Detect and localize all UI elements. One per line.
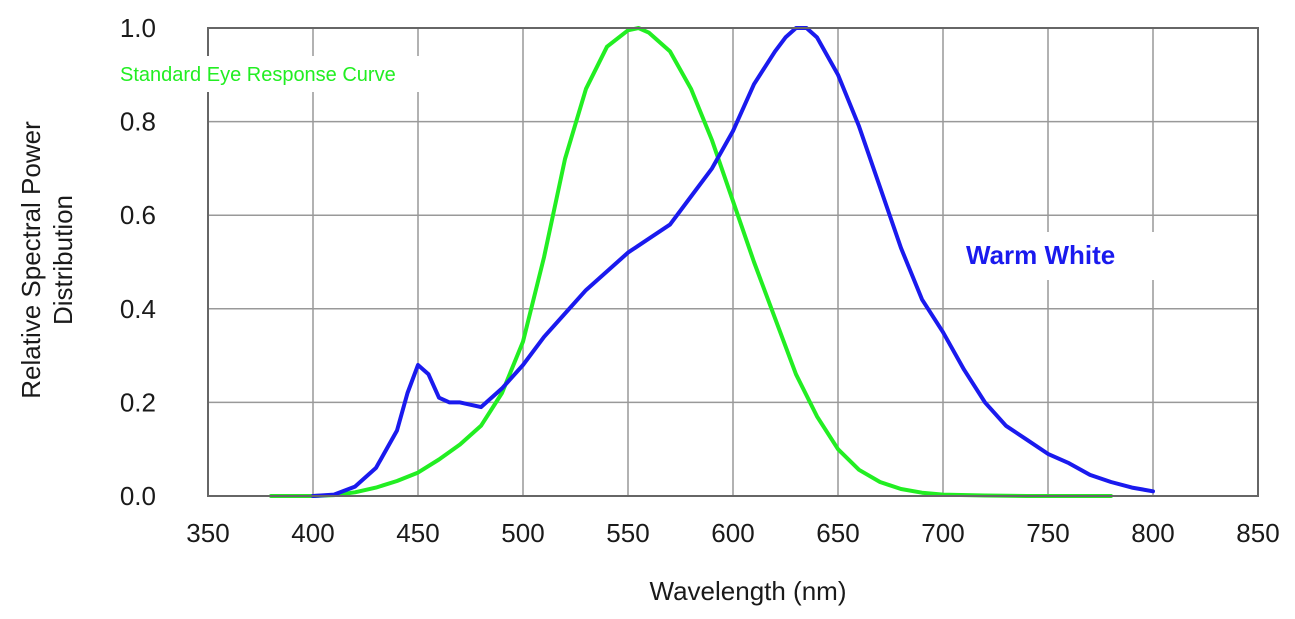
x-tick-label: 450 bbox=[396, 518, 439, 548]
series-line-standard-eye-response bbox=[269, 26, 1113, 498]
x-tick-label: 800 bbox=[1131, 518, 1174, 548]
plot-frame bbox=[207, 27, 1259, 497]
x-tick-label: 600 bbox=[711, 518, 754, 548]
y-tick-label: 0.4 bbox=[120, 294, 156, 324]
y-tick-label: 0.0 bbox=[120, 481, 156, 511]
annotation-standard-eye-response-curve: Standard Eye Response Curve bbox=[120, 64, 396, 86]
tick-labels: 350 400 450 500 550 600 650 700 750 800 850 0.0 0.2 0… bbox=[120, 13, 1280, 548]
annotation-warm-white: Warm White bbox=[966, 240, 1115, 270]
x-tick-label: 550 bbox=[606, 518, 649, 548]
y-tick-label: 0.6 bbox=[120, 200, 156, 230]
y-axis-title-line-2: Distribution bbox=[48, 195, 78, 325]
y-tick-label: 0.2 bbox=[120, 387, 156, 417]
annotation-green-background bbox=[112, 56, 514, 92]
x-tick-label: 650 bbox=[816, 518, 859, 548]
x-tick-label: 500 bbox=[501, 518, 544, 548]
y-tick-label: 1.0 bbox=[120, 13, 156, 43]
y-axis-title-line-1: Relative Spectral Power bbox=[16, 121, 46, 399]
annotation-blue-background bbox=[952, 232, 1177, 280]
x-tick-label: 850 bbox=[1236, 518, 1279, 548]
y-tick-label: 0.8 bbox=[120, 107, 156, 137]
series-line-warm-white bbox=[311, 26, 1155, 498]
x-tick-label: 700 bbox=[921, 518, 964, 548]
series-layer bbox=[269, 26, 1155, 498]
x-tick-label: 350 bbox=[186, 518, 229, 548]
x-axis-title: Wavelength (nm) bbox=[650, 576, 847, 606]
x-tick-label: 400 bbox=[291, 518, 334, 548]
x-tick-label: 750 bbox=[1026, 518, 1069, 548]
y-axis-title-group: Relative Spectral Power Distribution bbox=[16, 121, 78, 399]
